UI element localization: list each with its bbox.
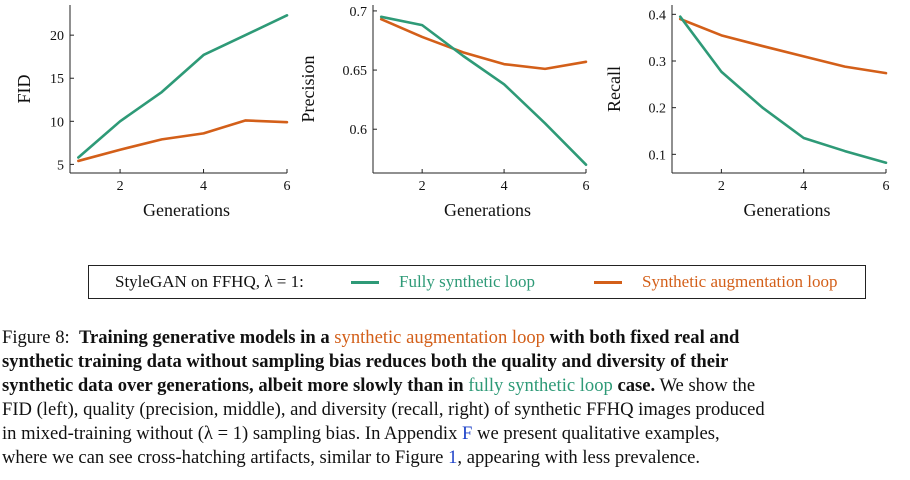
legend-label-synthetic-augmentation: Synthetic augmentation loop <box>642 272 838 291</box>
precision-x-tick-label: 4 <box>501 179 508 194</box>
precision-series-synthetic-augmentation-loop <box>379 17 588 71</box>
caption-line-6: where we can see cross-hatching artifact… <box>2 446 908 470</box>
precision-y-axis-label: Precision <box>298 56 318 123</box>
precision-chart: 0.6 0.65 0.7 2 4 6 Generations Precision <box>298 5 590 220</box>
recall-y-tick-label: 0.1 <box>649 148 667 163</box>
fid-chart: 5 10 15 20 2 4 6 Generations FID <box>14 5 291 220</box>
precision-y-tick-label: 0.7 <box>350 5 368 20</box>
fid-y-axis-label: FID <box>14 74 34 103</box>
precision-x-axis-label: Generations <box>444 200 531 220</box>
fid-y-tick-label: 10 <box>50 115 64 130</box>
recall-x-tick-label: 2 <box>718 179 725 194</box>
precision-y-tick-label: 0.6 <box>350 123 368 138</box>
fid-y-tick-label: 5 <box>57 158 64 173</box>
fid-x-tick-label: 4 <box>200 179 207 194</box>
caption-line-1: Figure 8: Training generative models in … <box>2 326 908 350</box>
caption-text-1: We show the <box>659 375 756 396</box>
precision-y-tick-label: 0.65 <box>343 64 368 79</box>
recall-y-tick-label: 0.4 <box>649 8 667 23</box>
caption-bold-2: with both fixed real and <box>549 327 740 348</box>
caption-augmentation-loop-term: synthetic augmentation loop <box>334 327 545 348</box>
caption-line-4: FID (left), quality (precision, middle),… <box>2 399 765 420</box>
recall-chart: 0.1 0.2 0.3 0.4 2 4 6 Generations Recall <box>604 5 890 220</box>
caption-label: Figure 8: <box>2 327 70 348</box>
caption-line-3: synthetic data over generations, albeit … <box>2 374 908 398</box>
caption-text-6: , appearing with less prevalence. <box>457 447 701 468</box>
legend-label-fully-synthetic: Fully synthetic loop <box>399 272 535 291</box>
charts-area: 5 10 15 20 2 4 6 Generations FID 0.6 0.65 0.7 2 4 6 Ge… <box>14 5 890 220</box>
appendix-link[interactable]: F <box>462 423 473 444</box>
precision-x-tick-label: 2 <box>419 179 426 194</box>
legend-item-fully-synthetic: Fully synthetic loop <box>351 272 535 292</box>
fid-x-tick-label: 6 <box>284 179 291 194</box>
caption-text-4: we present qualitative examples, <box>477 423 720 444</box>
figure-caption: Figure 8: Training generative models in … <box>2 326 908 470</box>
recall-y-tick-label: 0.2 <box>649 102 667 117</box>
legend-swatch-fully-synthetic <box>351 280 379 284</box>
caption-fully-synthetic-term: fully synthetic loop <box>468 375 613 396</box>
caption-text-5: where we can see cross-hatching artifact… <box>2 447 444 468</box>
recall-series-synthetic-augmentation-loop <box>678 17 888 75</box>
fid-y-tick-label: 20 <box>50 29 64 44</box>
recall-series-fully-synthetic-loop <box>678 15 888 165</box>
recall-x-axis-label: Generations <box>744 200 831 220</box>
caption-bold-5: case. <box>617 375 656 396</box>
caption-line-5: in mixed-training without (λ = 1) sampli… <box>2 422 908 446</box>
fid-y-tick-label: 15 <box>50 72 64 87</box>
recall-x-tick-label: 4 <box>800 179 807 194</box>
fid-series-fully-synthetic-loop <box>77 14 289 159</box>
legend-title: StyleGAN on FFHQ, λ = 1: <box>115 272 304 291</box>
recall-y-tick-label: 0.3 <box>649 55 667 70</box>
legend: StyleGAN on FFHQ, λ = 1: Fully synthetic… <box>88 265 866 299</box>
legend-item-synthetic-augmentation: Synthetic augmentation loop <box>594 272 837 292</box>
caption-bold-1: Training generative models in a <box>78 327 330 348</box>
figure-link[interactable]: 1 <box>448 447 458 468</box>
fid-x-axis-label: Generations <box>143 200 230 220</box>
recall-x-tick-label: 6 <box>883 179 890 194</box>
precision-x-tick-label: 6 <box>583 179 590 194</box>
fid-series-synthetic-augmentation-loop <box>77 119 289 163</box>
caption-bold-4: synthetic data over generations, albeit … <box>2 375 464 396</box>
precision-series-fully-synthetic-loop <box>379 15 588 167</box>
fid-x-tick-label: 2 <box>117 179 124 194</box>
legend-swatch-synthetic-augmentation <box>594 280 622 284</box>
recall-y-axis-label: Recall <box>604 66 624 112</box>
caption-text-3: in mixed-training without (λ = 1) sampli… <box>2 423 458 444</box>
caption-line-2: synthetic training data without sampling… <box>2 351 729 372</box>
